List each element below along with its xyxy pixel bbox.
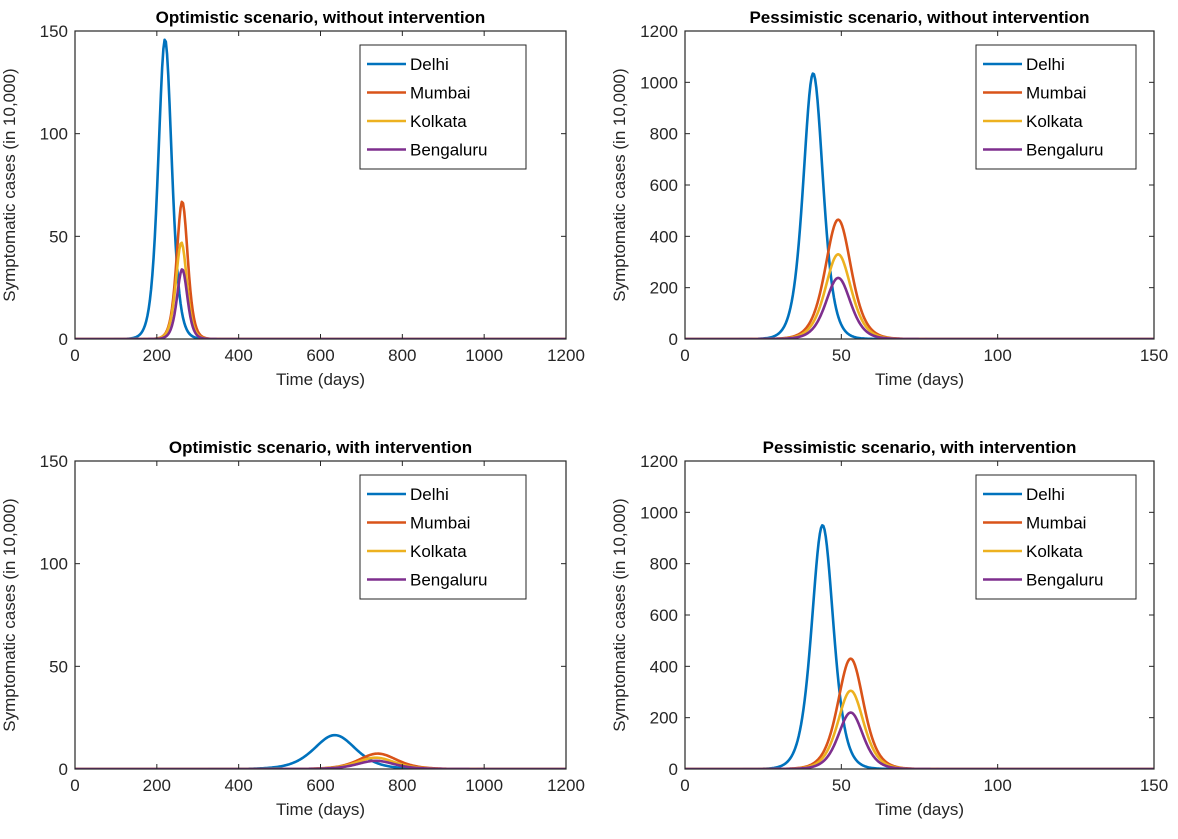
x-axis-label: Time (days) bbox=[276, 800, 365, 819]
legend-label-delhi: Delhi bbox=[410, 55, 449, 74]
y-tick-label: 0 bbox=[669, 330, 678, 349]
legend-label-delhi: Delhi bbox=[410, 485, 449, 504]
y-axis-label: Symptomatic cases (in 10,000) bbox=[0, 498, 19, 731]
x-tick-label: 400 bbox=[224, 346, 252, 365]
legend-label-mumbai: Mumbai bbox=[1026, 84, 1086, 103]
series-line-kolkata bbox=[75, 241, 566, 339]
legend: Delhi Mumbai Kolkata Bengaluru bbox=[359, 474, 527, 600]
x-tick-label: 1000 bbox=[465, 346, 503, 365]
chart-title: Pessimistic scenario, without interventi… bbox=[749, 8, 1089, 27]
x-tick-label: 800 bbox=[388, 776, 416, 795]
x-tick-label: 400 bbox=[224, 776, 252, 795]
legend-label-bengaluru: Bengaluru bbox=[410, 141, 488, 160]
legend: Delhi Mumbai Kolkata Bengaluru bbox=[359, 44, 527, 170]
x-tick-label: 50 bbox=[832, 346, 851, 365]
legend-label-mumbai: Mumbai bbox=[410, 514, 470, 533]
y-axis-label: Symptomatic cases (in 10,000) bbox=[610, 68, 629, 301]
y-tick-label: 1000 bbox=[640, 73, 678, 92]
y-tick-label: 200 bbox=[650, 709, 678, 728]
x-tick-label: 150 bbox=[1140, 346, 1168, 365]
y-tick-label: 800 bbox=[650, 555, 678, 574]
series-line-delhi bbox=[75, 733, 566, 769]
y-tick-label: 600 bbox=[650, 606, 678, 625]
series-line-mumbai bbox=[685, 218, 1154, 339]
x-tick-label: 200 bbox=[143, 346, 171, 365]
x-tick-label: 0 bbox=[70, 776, 79, 795]
y-axis-label: Symptomatic cases (in 10,000) bbox=[610, 498, 629, 731]
x-tick-label: 1200 bbox=[547, 346, 585, 365]
y-tick-label: 150 bbox=[40, 22, 68, 41]
legend-label-kolkata: Kolkata bbox=[1026, 112, 1083, 131]
y-tick-label: 800 bbox=[650, 125, 678, 144]
x-tick-label: 0 bbox=[70, 346, 79, 365]
x-tick-label: 600 bbox=[306, 776, 334, 795]
chart-title: Optimistic scenario, without interventio… bbox=[156, 8, 486, 27]
legend-label-mumbai: Mumbai bbox=[410, 84, 470, 103]
series-line-kolkata bbox=[685, 689, 1154, 769]
series-line-bengaluru bbox=[685, 711, 1154, 769]
series-line-kolkata bbox=[685, 253, 1154, 339]
x-tick-label: 600 bbox=[306, 346, 334, 365]
legend-label-kolkata: Kolkata bbox=[410, 112, 467, 131]
y-tick-label: 1200 bbox=[640, 452, 678, 471]
y-tick-label: 400 bbox=[650, 227, 678, 246]
y-tick-label: 400 bbox=[650, 657, 678, 676]
x-tick-label: 150 bbox=[1140, 776, 1168, 795]
x-tick-label: 800 bbox=[388, 346, 416, 365]
series-group bbox=[75, 733, 566, 769]
y-tick-label: 1000 bbox=[640, 503, 678, 522]
y-tick-label: 100 bbox=[40, 125, 68, 144]
series-line-mumbai bbox=[685, 657, 1154, 769]
y-axis-label: Symptomatic cases (in 10,000) bbox=[0, 68, 19, 301]
chart-title: Pessimistic scenario, with intervention bbox=[763, 438, 1077, 457]
y-tick-label: 100 bbox=[40, 555, 68, 574]
x-axis-label: Time (days) bbox=[875, 800, 964, 819]
y-tick-label: 0 bbox=[669, 760, 678, 779]
y-tick-label: 150 bbox=[40, 452, 68, 471]
x-tick-label: 1200 bbox=[547, 776, 585, 795]
y-tick-label: 50 bbox=[49, 227, 68, 246]
legend: Delhi Mumbai Kolkata Bengaluru bbox=[975, 44, 1137, 170]
legend-label-kolkata: Kolkata bbox=[410, 542, 467, 561]
legend-label-bengaluru: Bengaluru bbox=[1026, 141, 1104, 160]
x-axis-label: Time (days) bbox=[875, 370, 964, 389]
y-tick-label: 0 bbox=[59, 330, 68, 349]
y-tick-label: 200 bbox=[650, 279, 678, 298]
legend-label-delhi: Delhi bbox=[1026, 55, 1065, 74]
series-line-delhi bbox=[75, 38, 566, 339]
x-tick-label: 0 bbox=[680, 346, 689, 365]
x-tick-label: 0 bbox=[680, 776, 689, 795]
series-line-bengaluru bbox=[685, 276, 1154, 339]
x-tick-label: 200 bbox=[143, 776, 171, 795]
panel-3: Optimistic scenario, with intervention 0 2… bbox=[0, 438, 585, 819]
panel-4: Pessimistic scenario, with intervention 0… bbox=[610, 438, 1168, 819]
x-tick-label: 50 bbox=[832, 776, 851, 795]
y-tick-label: 0 bbox=[59, 760, 68, 779]
legend-label-mumbai: Mumbai bbox=[1026, 514, 1086, 533]
legend-label-bengaluru: Bengaluru bbox=[410, 571, 488, 590]
legend: Delhi Mumbai Kolkata Bengaluru bbox=[975, 474, 1137, 600]
panel-2: Pessimistic scenario, without interventi… bbox=[610, 8, 1168, 389]
x-tick-label: 1000 bbox=[465, 776, 503, 795]
chart-title: Optimistic scenario, with intervention bbox=[169, 438, 472, 457]
legend-label-kolkata: Kolkata bbox=[1026, 542, 1083, 561]
series-line-mumbai bbox=[75, 200, 566, 339]
x-tick-label: 100 bbox=[983, 776, 1011, 795]
y-tick-label: 1200 bbox=[640, 22, 678, 41]
legend-label-bengaluru: Bengaluru bbox=[1026, 571, 1104, 590]
legend-label-delhi: Delhi bbox=[1026, 485, 1065, 504]
y-tick-label: 50 bbox=[49, 657, 68, 676]
x-axis-label: Time (days) bbox=[276, 370, 365, 389]
x-tick-label: 100 bbox=[983, 346, 1011, 365]
panel-1: Optimistic scenario, without interventio… bbox=[0, 8, 585, 389]
y-tick-label: 600 bbox=[650, 176, 678, 195]
